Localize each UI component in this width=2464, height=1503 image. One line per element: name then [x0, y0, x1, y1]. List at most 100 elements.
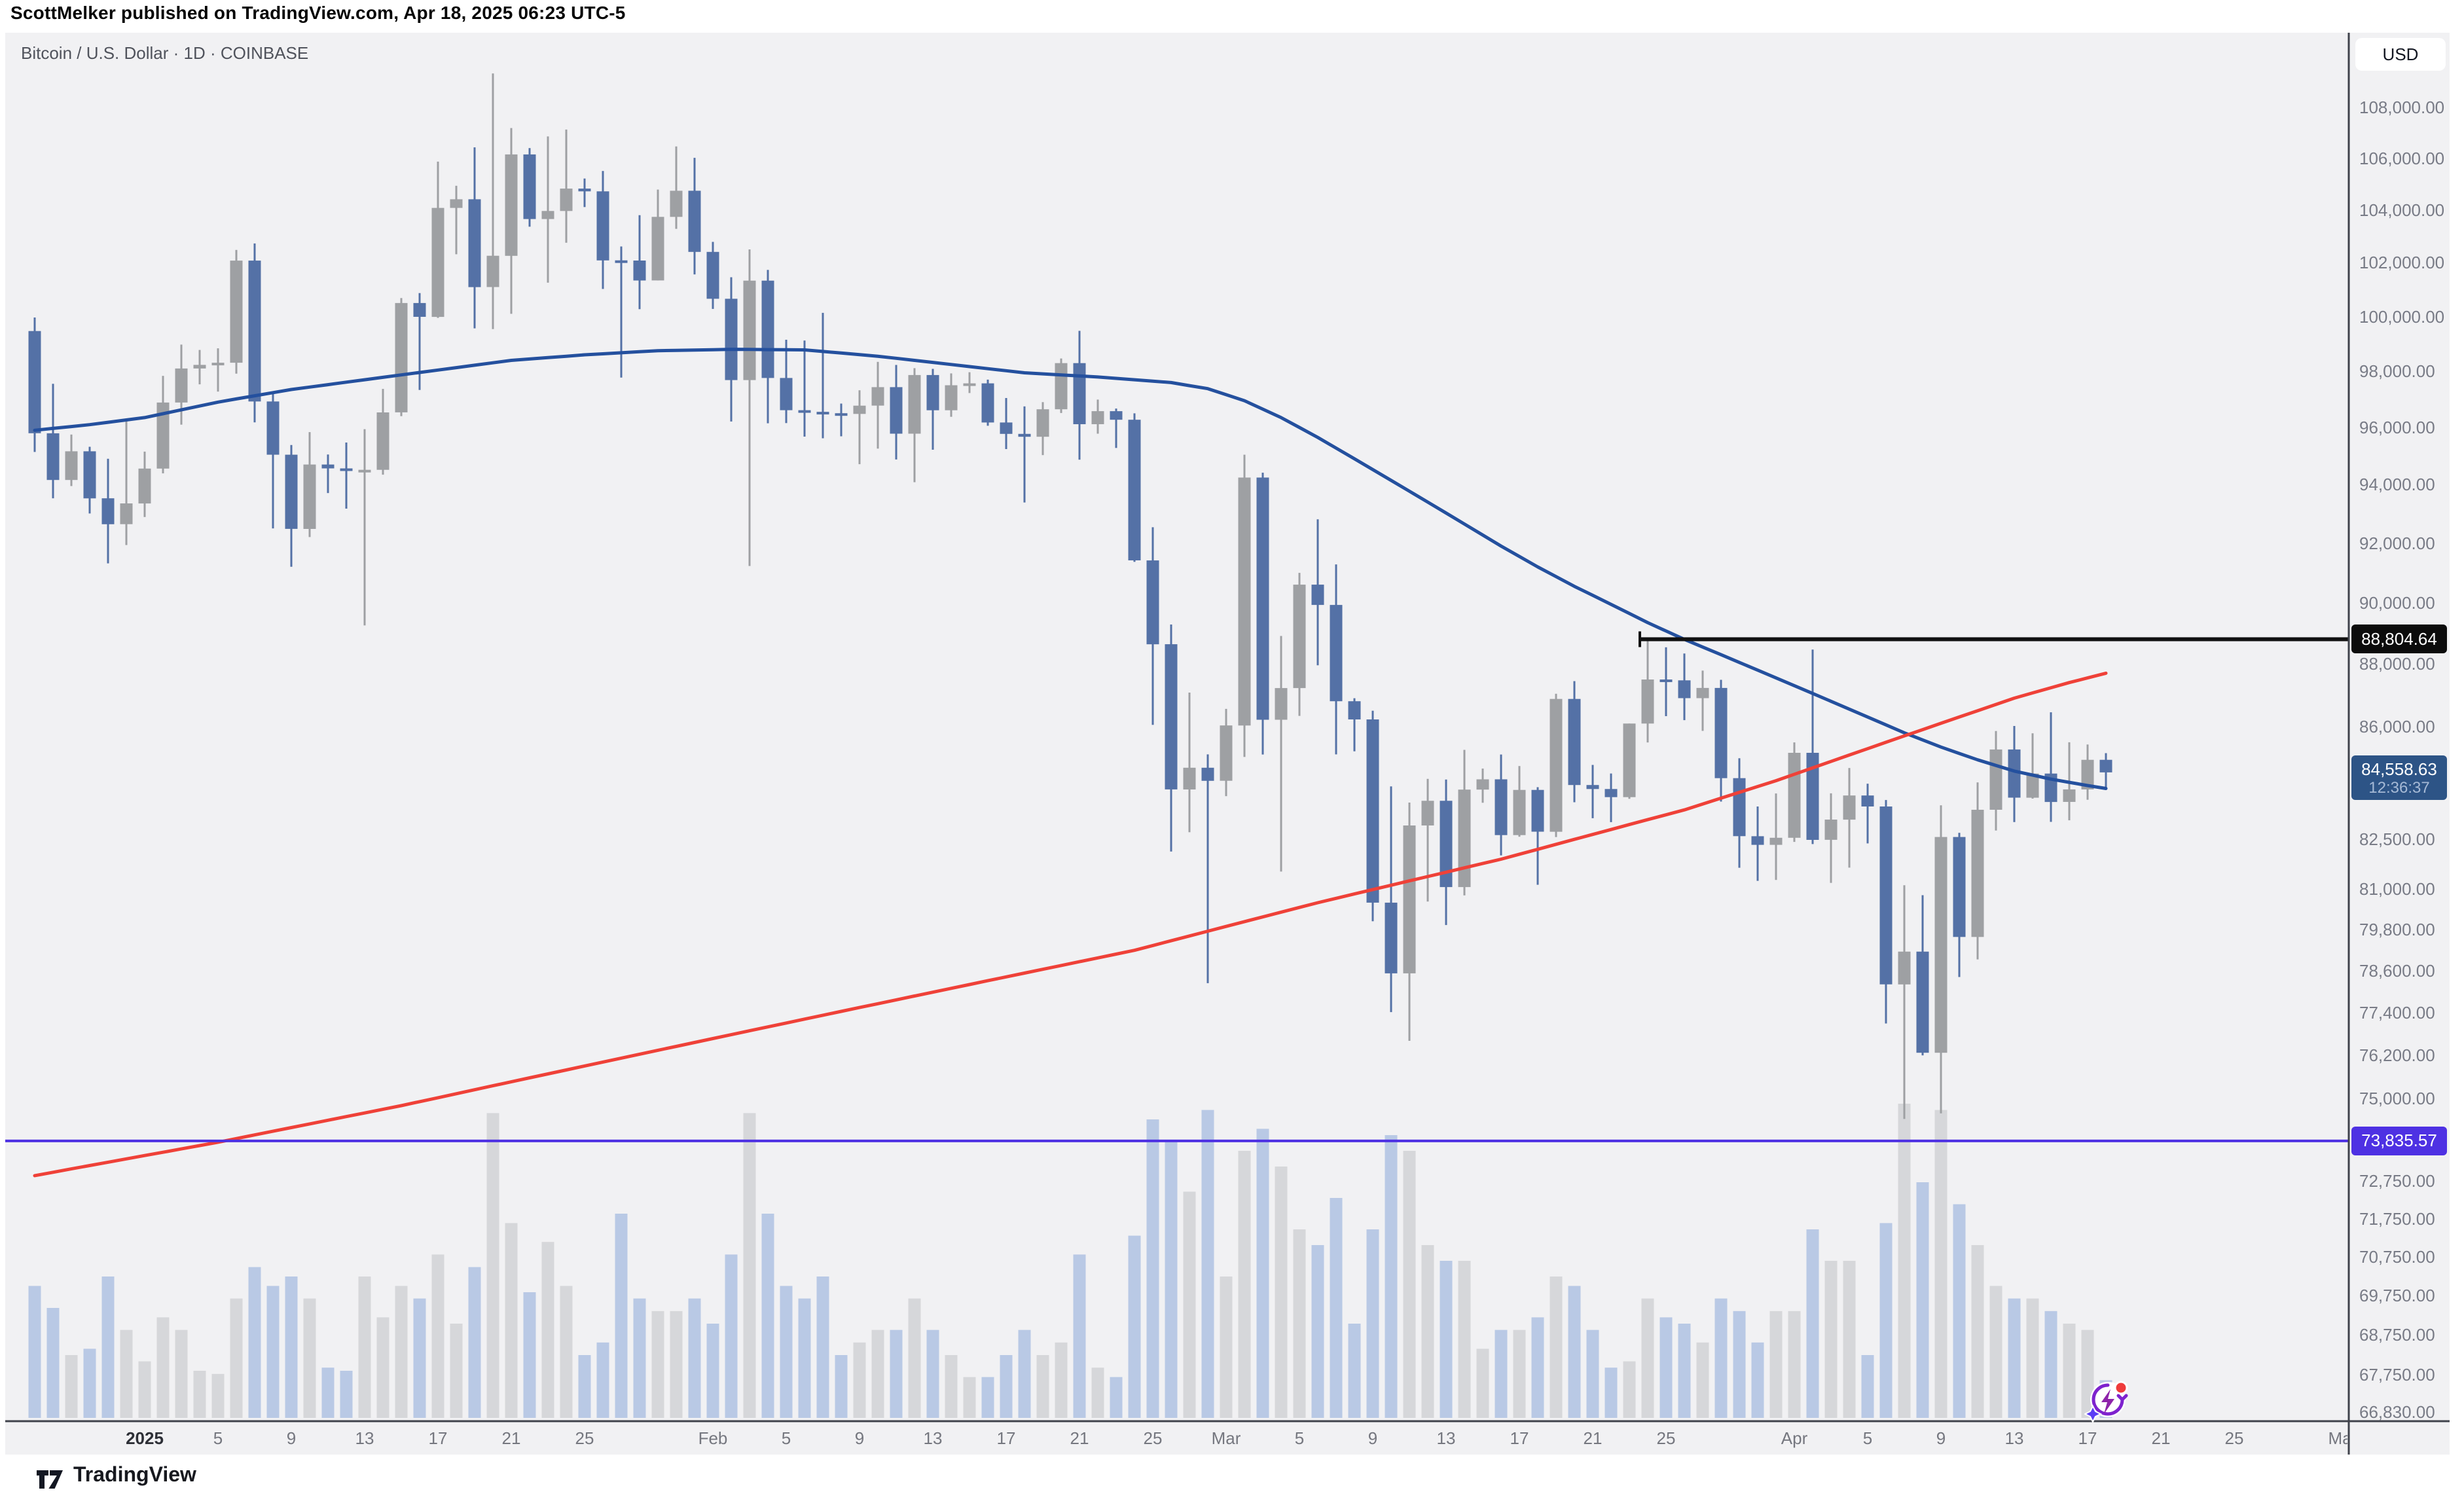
time-tick-label: 5 [1862, 1428, 1873, 1448]
volume-bar [1659, 1317, 1673, 1418]
candle-body [1714, 687, 1728, 778]
candle-wick [1866, 784, 1869, 844]
candle-wick [565, 129, 568, 243]
time-tick-label: 5 [781, 1428, 791, 1448]
price-tick-label: 106,000.00 [2359, 148, 2445, 168]
price-tick-label: 82,500.00 [2359, 829, 2435, 850]
price-tick-label: 70,750.00 [2359, 1247, 2435, 1267]
candle-wick [968, 372, 971, 393]
price-tick-label: 90,000.00 [2359, 592, 2435, 613]
tradingview-logo-icon[interactable] [34, 1464, 65, 1498]
volume-bar [1165, 1141, 1178, 1418]
candle-body [651, 217, 664, 281]
candle-body [1440, 801, 1453, 888]
volume-bar [1091, 1367, 1104, 1418]
volume-bar [1495, 1330, 1508, 1418]
candle-body [83, 451, 96, 499]
volume-bar [1476, 1349, 1489, 1418]
time-tick-label: 25 [2224, 1428, 2244, 1448]
time-axis[interactable]: 2025 5 9 13 17 21 25 Feb 5 9 13 17 21 25 Mar 5 9 13 17 21 25… [5, 1422, 2347, 1455]
candle-body [1091, 411, 1104, 424]
candle-wick [418, 293, 421, 390]
candle-wick [822, 312, 824, 439]
candle-body [1293, 585, 1306, 689]
volume-bar [1568, 1286, 1581, 1418]
time-tick-year: 2025 [126, 1428, 164, 1448]
candle-body [1861, 795, 1874, 806]
volume-bar [138, 1361, 151, 1418]
volume-bar [1971, 1245, 1984, 1418]
volume-bar [1183, 1191, 1196, 1418]
candle-wick [455, 185, 458, 255]
candle-body [486, 255, 499, 287]
volume-bar [835, 1355, 848, 1418]
volume-bar [1385, 1135, 1398, 1418]
last-price-badge: 84,558.63 12:36:37 [2351, 755, 2447, 800]
price-tick-label: 88,000.00 [2359, 654, 2435, 674]
candle-body [743, 280, 756, 380]
volume-bar [1311, 1245, 1324, 1418]
volume-bar [963, 1377, 976, 1418]
candle-body [2008, 749, 2021, 798]
candle-body [615, 260, 628, 263]
volume-bar [651, 1311, 664, 1418]
volume-bar [725, 1254, 738, 1418]
time-tick-label: 17 [428, 1428, 448, 1448]
candle-body [780, 378, 793, 410]
candle-body [816, 412, 829, 415]
volume-bar [615, 1214, 628, 1418]
candle-body [596, 191, 609, 261]
candle-body [1788, 753, 1801, 838]
time-tick-label: Apr [1781, 1428, 1808, 1448]
candle-wick [1280, 636, 1282, 872]
price-tick-label: 86,000.00 [2359, 716, 2435, 736]
candle-body [688, 190, 701, 252]
time-tick-label: 13 [2004, 1428, 2024, 1448]
volume-bar [1458, 1261, 1471, 1418]
candle-body [1879, 806, 1893, 985]
volume-bar [1953, 1204, 1966, 1418]
candle-body [1110, 411, 1123, 420]
candle-wick [620, 246, 623, 378]
candle-body [1678, 680, 1691, 698]
volume-bar [1934, 1110, 1948, 1418]
candle-wick [1775, 793, 1777, 880]
candle-body [1018, 433, 1031, 437]
volume-bar [1348, 1324, 1361, 1418]
candle-body [28, 331, 41, 433]
candle-body [1476, 779, 1489, 790]
volume-bar [706, 1324, 719, 1418]
events-stream-icon[interactable] [2083, 1380, 2129, 1424]
volume-bar [1018, 1330, 1031, 1418]
candle-body [541, 211, 554, 219]
price-tick-label: 98,000.00 [2359, 361, 2435, 382]
volume-bar [1696, 1342, 1709, 1418]
volume-bar [468, 1267, 481, 1418]
tradingview-brand-text[interactable]: TradingView [73, 1462, 196, 1486]
candle-body [2081, 759, 2094, 789]
volume-bar [1714, 1298, 1728, 1418]
candle-body [46, 433, 60, 480]
volume-bar [1000, 1355, 1013, 1418]
candle-body [1604, 789, 1618, 797]
candle-body [431, 208, 444, 317]
candle-wick [1390, 786, 1392, 1013]
volume-bar [1201, 1110, 1214, 1418]
price-axis[interactable]: 108,000.00 106,000.00 104,000.00 102,000.00… [2351, 33, 2450, 1422]
volume-bar [193, 1371, 206, 1418]
candle-body [1348, 701, 1361, 719]
volume-bar [1073, 1254, 1086, 1418]
candle-wick [1610, 773, 1612, 822]
candle-wick [1811, 649, 1814, 844]
time-tick-label: Mar [1211, 1428, 1241, 1448]
time-tick-label: 25 [575, 1428, 594, 1448]
candle-body [1568, 698, 1581, 786]
volume-bar [1055, 1342, 1068, 1418]
candle-body [1641, 679, 1654, 724]
volume-bar [981, 1377, 994, 1418]
volume-bar [156, 1317, 170, 1418]
time-tick-label: 21 [2151, 1428, 2171, 1448]
candle-body [138, 468, 151, 504]
candle-body [578, 189, 591, 192]
currency-button[interactable]: USD [2355, 38, 2446, 71]
